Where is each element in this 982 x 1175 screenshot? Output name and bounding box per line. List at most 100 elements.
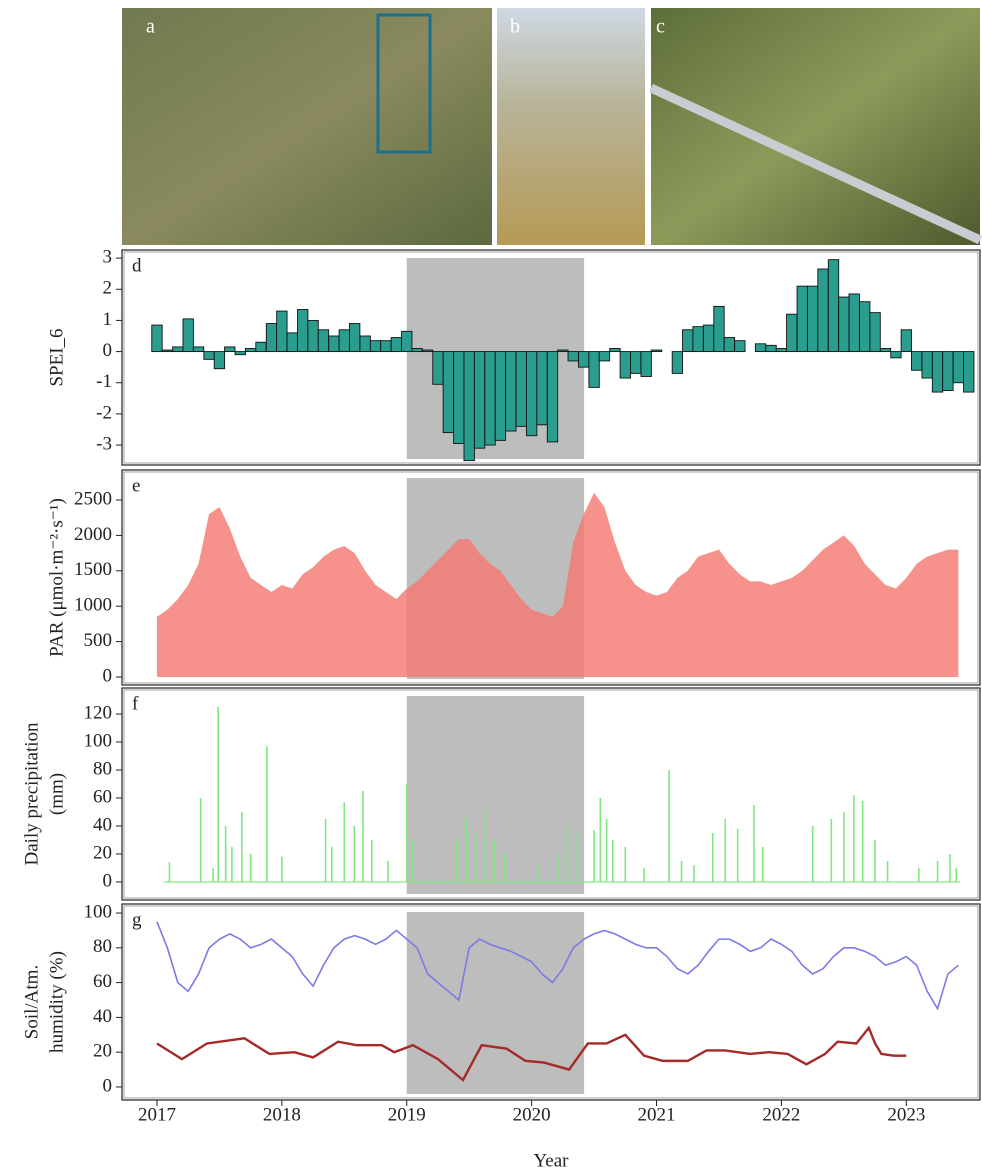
bar <box>298 310 308 352</box>
y-axis-label: (mm) <box>46 773 67 815</box>
x-tick-label: 2019 <box>388 1104 426 1125</box>
bar <box>693 327 703 352</box>
x-tick-label: 2021 <box>638 1104 676 1125</box>
panel-label: g <box>132 909 142 930</box>
bar <box>724 338 734 352</box>
bar <box>547 352 557 442</box>
shaded-period <box>407 696 584 894</box>
bar <box>381 341 391 352</box>
bar <box>370 341 380 352</box>
bar <box>558 350 568 352</box>
photo-a <box>122 8 492 245</box>
y-tick-label: -3 <box>96 433 112 454</box>
bar <box>526 352 536 436</box>
bar <box>735 341 745 352</box>
y-tick-label: 100 <box>84 901 113 922</box>
y-axis-label: humidity (%) <box>46 951 67 1053</box>
bar <box>870 313 880 352</box>
bar <box>849 294 859 352</box>
bar <box>839 297 849 352</box>
bar <box>318 330 328 352</box>
bar <box>422 350 432 352</box>
bar <box>714 306 724 351</box>
bar <box>412 348 422 351</box>
bar <box>433 352 443 385</box>
y-axis-label: Soil/Atm. <box>21 965 42 1039</box>
bar <box>339 330 349 352</box>
bar <box>204 352 214 360</box>
bar <box>245 348 255 351</box>
y-tick-label: 2000 <box>74 524 112 545</box>
bar <box>266 324 276 352</box>
y-tick-label: 40 <box>93 814 112 835</box>
photo-label: c <box>656 16 665 38</box>
y-tick-label: 40 <box>93 1006 112 1027</box>
x-tick-label: 2020 <box>513 1104 551 1125</box>
panel-label: d <box>132 255 142 276</box>
bar <box>568 352 578 361</box>
bar <box>911 352 921 371</box>
bar <box>599 352 609 361</box>
y-tick-label: 20 <box>93 1041 112 1062</box>
y-tick-label: 0 <box>103 665 113 686</box>
x-tick-label: 2022 <box>762 1104 800 1125</box>
y-tick-label: -2 <box>96 402 112 423</box>
y-tick-label: 500 <box>84 630 113 651</box>
y-tick-label: 120 <box>84 702 113 723</box>
bar <box>828 260 838 352</box>
bar <box>880 348 890 351</box>
bar <box>485 352 495 445</box>
y-axis-label: PAR (μmol·m⁻²·s⁻¹) <box>46 498 67 657</box>
bar <box>683 330 693 352</box>
bar <box>932 352 942 393</box>
y-axis-label: Daily precipitation <box>21 722 42 865</box>
y-tick-label: 2500 <box>74 488 112 509</box>
bar <box>495 352 505 441</box>
bar <box>391 338 401 352</box>
panel: -3-2-10123dSPEI_6 <box>46 246 980 465</box>
x-axis-label: Year <box>533 1150 569 1171</box>
bar <box>766 345 776 351</box>
x-tick-label: 2017 <box>138 1104 176 1125</box>
bar <box>235 352 245 355</box>
panel-label: e <box>132 475 140 496</box>
bar <box>193 347 203 352</box>
y-tick-label: 0 <box>103 1075 113 1096</box>
bar <box>755 344 765 352</box>
photo-label: a <box>146 16 155 38</box>
bar <box>797 286 807 351</box>
y-tick-label: 2 <box>103 278 113 299</box>
y-axis-label: SPEI_6 <box>46 328 67 386</box>
photo-b <box>497 8 645 245</box>
y-tick-label: -1 <box>96 371 112 392</box>
bar <box>610 348 620 351</box>
x-tick-label: 2023 <box>887 1104 925 1125</box>
y-tick-label: 60 <box>93 971 112 992</box>
bar <box>776 348 786 351</box>
bar <box>183 319 193 352</box>
photo-c <box>651 8 980 245</box>
bar <box>287 333 297 352</box>
panel: 0 20 40 60 80 100 g Soil/Atm.humidity (%) 2017 20… <box>21 901 980 1171</box>
bar <box>443 352 453 433</box>
bar <box>308 320 318 351</box>
x-tick-label: 2018 <box>263 1104 301 1125</box>
bar <box>402 331 412 351</box>
y-tick-label: 0 <box>103 340 113 361</box>
bar <box>964 352 974 393</box>
bar <box>474 352 484 449</box>
y-tick-label: 80 <box>93 936 112 957</box>
photo-label: b <box>510 16 520 38</box>
bar <box>173 347 183 352</box>
bar <box>953 352 963 383</box>
y-tick-label: 0 <box>103 870 113 891</box>
bar <box>891 352 901 358</box>
figure: a b c -3-2-10123dSPEI_605001000150020002… <box>0 0 982 1175</box>
y-tick-label: 1500 <box>74 559 112 580</box>
bar <box>901 330 911 352</box>
bar <box>454 352 464 444</box>
bar <box>516 352 526 427</box>
bar <box>579 352 589 368</box>
panel-label: f <box>132 693 139 714</box>
